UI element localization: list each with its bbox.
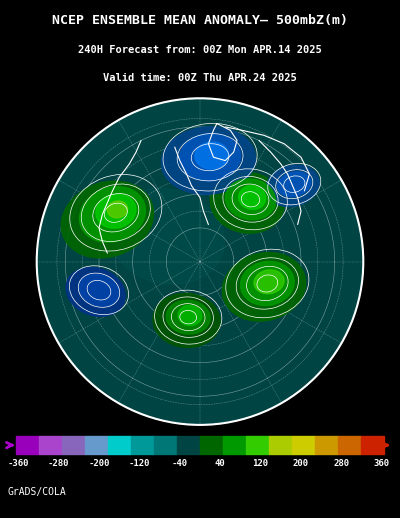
Bar: [177, 436, 200, 454]
Bar: [85, 436, 108, 454]
Ellipse shape: [66, 267, 125, 316]
Text: -120: -120: [129, 459, 150, 468]
Ellipse shape: [266, 165, 319, 207]
Bar: [361, 436, 384, 454]
Ellipse shape: [61, 181, 154, 258]
Bar: [315, 436, 338, 454]
Bar: [154, 436, 177, 454]
Text: 120: 120: [252, 459, 269, 468]
Ellipse shape: [195, 142, 228, 169]
Bar: [131, 436, 154, 454]
Ellipse shape: [225, 179, 276, 220]
Ellipse shape: [153, 294, 220, 348]
Ellipse shape: [178, 305, 202, 326]
Ellipse shape: [222, 253, 306, 321]
Ellipse shape: [108, 201, 128, 218]
Bar: [246, 436, 269, 454]
Text: 240H Forecast from: 00Z Mon APR.14 2025: 240H Forecast from: 00Z Mon APR.14 2025: [78, 45, 322, 55]
Text: -200: -200: [88, 459, 110, 468]
Text: -40: -40: [172, 459, 188, 468]
Text: -280: -280: [48, 459, 69, 468]
Text: 200: 200: [293, 459, 309, 468]
Ellipse shape: [124, 197, 276, 325]
Text: NCEP ENSEMBLE MEAN ANOMALY– 500mbZ(m): NCEP ENSEMBLE MEAN ANOMALY– 500mbZ(m): [52, 14, 348, 27]
Ellipse shape: [240, 262, 294, 306]
Ellipse shape: [180, 134, 240, 181]
Text: 280: 280: [333, 459, 350, 468]
Bar: [39, 436, 62, 454]
Ellipse shape: [108, 189, 224, 284]
Text: -360: -360: [8, 459, 29, 468]
Bar: [223, 436, 246, 454]
Bar: [269, 436, 292, 454]
Ellipse shape: [254, 270, 284, 294]
Bar: [16, 436, 39, 454]
Bar: [62, 436, 85, 454]
Ellipse shape: [79, 275, 119, 306]
Circle shape: [37, 98, 363, 425]
Bar: [338, 436, 361, 454]
Ellipse shape: [80, 186, 146, 242]
Text: GrADS/COLA: GrADS/COLA: [8, 487, 67, 497]
Ellipse shape: [278, 172, 311, 196]
Bar: [200, 436, 223, 454]
Ellipse shape: [96, 194, 136, 228]
Ellipse shape: [239, 186, 266, 209]
Text: 40: 40: [215, 459, 226, 468]
Ellipse shape: [210, 172, 284, 233]
Ellipse shape: [166, 300, 210, 334]
Text: 360: 360: [374, 459, 390, 468]
Bar: [108, 436, 131, 454]
Ellipse shape: [161, 127, 256, 194]
Bar: [292, 436, 315, 454]
Text: Valid time: 00Z Thu APR.24 2025: Valid time: 00Z Thu APR.24 2025: [103, 73, 297, 83]
